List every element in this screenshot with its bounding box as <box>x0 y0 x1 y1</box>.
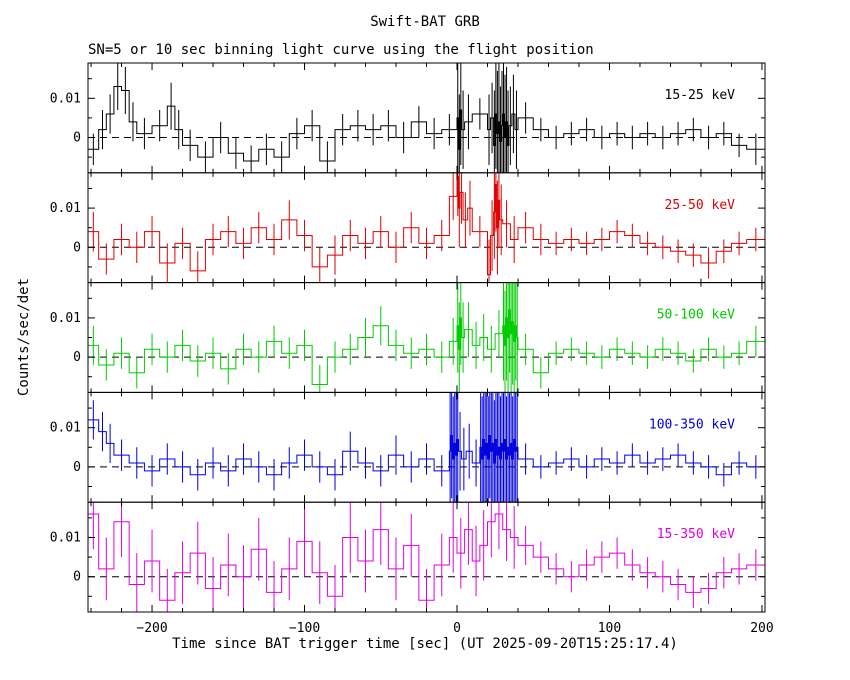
series-100-350-kev <box>88 392 765 503</box>
x-tick-label: 100 <box>598 621 621 636</box>
band-label: 15-25 keV <box>665 88 736 103</box>
y-tick-label: 0.01 <box>50 311 81 326</box>
band-label: 15-350 keV <box>657 527 735 542</box>
x-tick-label: −200 <box>136 621 167 636</box>
y-tick-label: 0 <box>73 350 81 365</box>
series-15-350-kev <box>88 502 765 613</box>
series-50-100-kev <box>88 282 765 393</box>
y-tick-label: 0.01 <box>50 91 81 106</box>
y-tick-label: 0.01 <box>50 530 81 545</box>
series-15-25-kev <box>88 63 765 173</box>
step-line <box>88 309 765 386</box>
x-axis-label: Time since BAT trigger time [sec] (UT 20… <box>172 636 678 652</box>
panel-frame <box>87 62 766 174</box>
y-tick-label: 0 <box>73 131 81 146</box>
x-tick-label: 200 <box>750 621 773 636</box>
band-label: 25-50 keV <box>665 198 736 213</box>
series-25-50-kev <box>88 172 765 283</box>
band-label: 50-100 keV <box>657 308 735 323</box>
y-tick-label: 0 <box>73 570 81 585</box>
panel-frame <box>87 501 766 613</box>
step-line <box>88 86 765 162</box>
band-label: 100-350 keV <box>649 417 735 432</box>
y-tick-label: 0.01 <box>50 421 81 436</box>
y-tick-label: 0 <box>73 240 81 255</box>
x-tick-label: 0 <box>453 621 461 636</box>
x-tick-label: −100 <box>289 621 320 636</box>
y-tick-label: 0 <box>73 460 81 475</box>
y-tick-label: 0.01 <box>50 201 81 216</box>
step-line <box>88 176 765 276</box>
chart-title: Swift-BAT GRB <box>370 14 480 30</box>
chart-subtitle: SN=5 or 10 sec binning light curve using… <box>88 42 594 58</box>
step-line <box>88 419 765 476</box>
